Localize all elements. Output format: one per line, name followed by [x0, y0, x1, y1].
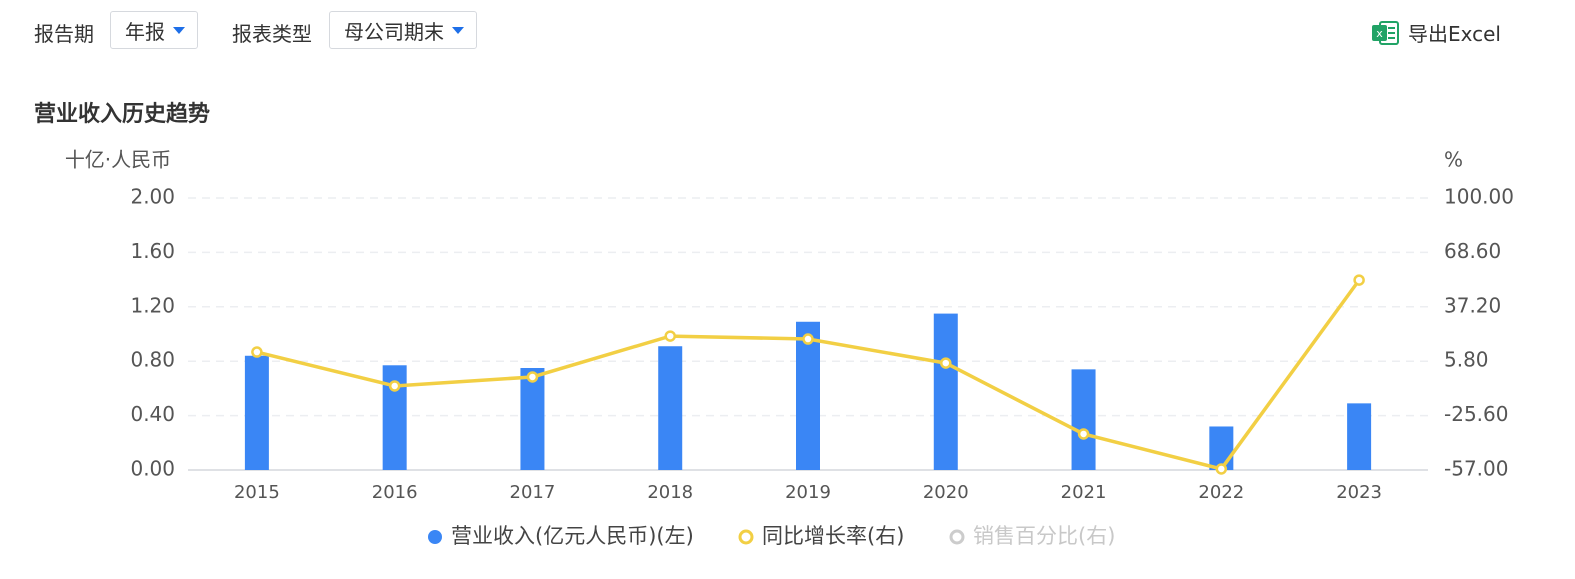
legend-swatch [428, 530, 442, 544]
period-value: 年报 [125, 19, 165, 44]
bar [933, 313, 958, 470]
y2-tick-label: 100.00 [1444, 185, 1514, 209]
export-button[interactable]: x 导出Excel [1372, 18, 1501, 47]
y-tick-label: 0.00 [130, 457, 175, 481]
legend-label: 营业收入(亿元人民币)(左) [451, 524, 694, 548]
y-tick-label: 0.40 [130, 402, 175, 426]
y2-axis-label: % [1444, 148, 1463, 172]
line-point [1353, 274, 1365, 286]
bar [796, 321, 820, 470]
bar [1209, 426, 1234, 470]
bar [658, 346, 683, 470]
chart-title: 营业收入历史趋势 [34, 102, 211, 127]
y2-tick-label: 37.20 [1444, 293, 1501, 317]
y-tick-label: 1.20 [130, 293, 175, 317]
y-axis-label: 十亿·人民币 [65, 148, 171, 172]
legend-swatch [738, 529, 754, 545]
bar [244, 355, 269, 470]
export-label: 导出Excel [1408, 22, 1501, 46]
y-tick-label: 1.60 [130, 239, 175, 263]
x-tick-label: 2022 [1198, 482, 1244, 503]
line-point [940, 357, 952, 369]
dropdown-arrow [173, 26, 185, 34]
x-tick-label: 2015 [234, 482, 280, 503]
y2-tick-label: 5.80 [1444, 348, 1489, 372]
type-dropdown[interactable]: 母公司期末 [329, 11, 477, 49]
bar [1347, 403, 1372, 470]
line-point [526, 371, 539, 383]
x-tick-label: 2019 [785, 482, 831, 503]
y2-tick-label: -57.00 [1444, 457, 1508, 481]
period-dropdown[interactable]: 年报 [110, 11, 198, 49]
x-tick-label: 2020 [923, 482, 969, 503]
y2-tick-label: -25.60 [1444, 402, 1508, 426]
line-point [802, 333, 814, 345]
y2-tick-label: 68.60 [1444, 239, 1501, 263]
legend-label: 同比增长率(右) [762, 524, 904, 548]
line-point [251, 346, 263, 358]
bar [1071, 369, 1096, 470]
legend-label: 销售百分比(右) [973, 524, 1115, 548]
x-tick-label: 2021 [1061, 482, 1107, 503]
type-value: 母公司期末 [344, 19, 444, 44]
type-label: 报表类型 [232, 22, 312, 46]
period-label: 报告期 [34, 22, 94, 46]
dropdown-arrow [452, 26, 464, 34]
bar [520, 368, 545, 470]
y-tick-label: 2.00 [130, 185, 175, 209]
line-point [388, 380, 401, 392]
x-tick-label: 2016 [372, 482, 418, 503]
line-point [1077, 428, 1090, 440]
y-tick-label: 0.80 [130, 348, 175, 372]
excel-icon: x [1372, 20, 1399, 45]
svg-text:x: x [1376, 27, 1383, 40]
line-point [1215, 463, 1228, 475]
legend-swatch [949, 529, 965, 545]
x-tick-label: 2023 [1336, 482, 1382, 503]
x-tick-label: 2018 [647, 482, 693, 503]
x-tick-label: 2017 [510, 482, 556, 503]
line-point [664, 330, 676, 342]
